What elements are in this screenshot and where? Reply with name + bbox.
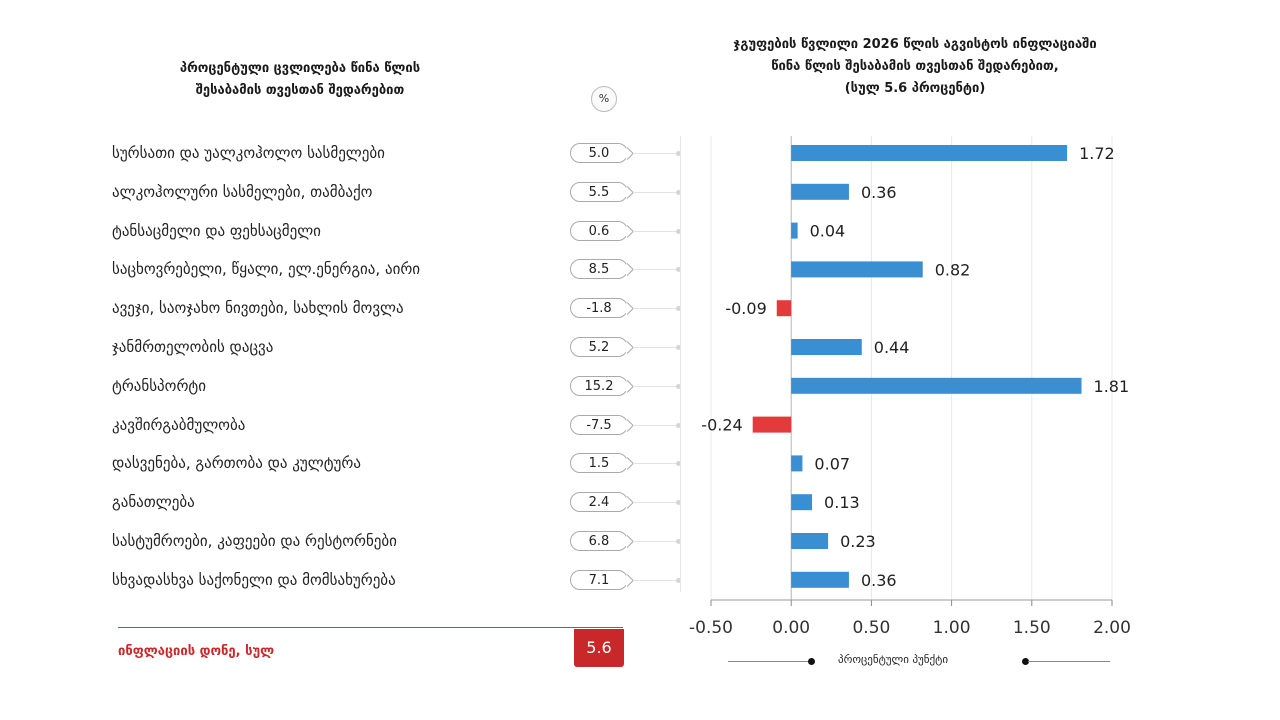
bar-value-label: 1.72 — [1079, 144, 1115, 163]
bar-value-label: 0.82 — [935, 260, 971, 279]
row-connector-dot — [676, 500, 681, 506]
row-connector — [633, 424, 679, 426]
x-tick-label: 0.50 — [852, 618, 890, 638]
bar — [791, 494, 813, 511]
category-label: კავშირგაბმულობა — [112, 415, 246, 434]
row-connector — [633, 385, 679, 387]
yoy-change-pill: 6.8 — [570, 531, 628, 551]
category-label: ალკოჰოლური სასმელები, თამბაქო — [112, 182, 373, 201]
legend-dot-left — [808, 658, 815, 665]
category-label: საცხოვრებელი, წყალი, ელ.ენერგია, აირი — [112, 260, 421, 279]
bar-value-label: 0.04 — [810, 222, 846, 241]
row-connector-dot — [676, 345, 681, 350]
connector-vertical-line — [680, 136, 681, 592]
legend-line-left — [728, 661, 810, 662]
row-connector — [633, 153, 679, 154]
bar — [791, 533, 829, 549]
bar-value-label: -0.24 — [701, 416, 742, 435]
row-connector — [633, 191, 679, 193]
bar — [791, 455, 803, 472]
row-connector-dot — [676, 539, 681, 544]
bar-value-label: -0.09 — [725, 299, 766, 318]
bar-value-label: 0.36 — [861, 571, 897, 590]
x-tick-label: 1.50 — [1013, 618, 1051, 638]
row-connector-dot — [676, 189, 681, 195]
row-connector — [633, 463, 679, 465]
row-connector — [633, 541, 679, 542]
yoy-change-pill: 5.2 — [570, 337, 628, 357]
total-inflation-label: ინფლაციის დონე, სულ — [118, 644, 275, 659]
bar — [791, 377, 1082, 394]
bar-value-label: 1.81 — [1094, 377, 1130, 396]
category-label: სურსათი და უალკოჰოლო სასმელები — [112, 144, 385, 162]
row-connector — [633, 269, 679, 271]
total-inflation-value: 5.6 — [574, 629, 624, 667]
category-label: სხვადასხვა საქონელი და მომსახურება — [112, 570, 396, 589]
row-connector-dot — [676, 461, 681, 467]
row-connector-dot — [676, 306, 681, 312]
percent-unit-badge: % — [591, 86, 617, 112]
x-tick-label: 0.00 — [772, 618, 810, 638]
bar — [791, 339, 862, 355]
total-divider — [118, 627, 623, 628]
row-connector-dot — [676, 383, 681, 389]
chart-title-line2: წინა წლის შესაბამის თვესთან შედარებით, — [771, 59, 1059, 74]
chart-title-line3: (სულ 5.6 პროცენტი) — [844, 81, 986, 96]
row-connector-dot — [676, 228, 681, 234]
chart-title-line1: ჯგუფების წვლილი 2026 წლის აგვისტოს ინფლა… — [733, 37, 1097, 52]
chart-title: ჯგუფების წვლილი 2026 წლის აგვისტოს ინფლა… — [650, 34, 1180, 100]
yoy-change-pill: 15.2 — [570, 375, 628, 396]
left-panel-title: პროცენტული ცვლილება წინა წლის შესაბამის … — [110, 58, 490, 102]
category-label: ტანსაცმელი და ფეხსაცმელი — [112, 221, 321, 240]
yoy-change-pill: -7.5 — [570, 414, 628, 435]
x-tick-label: 2.00 — [1093, 618, 1131, 638]
x-tick-label: 1.00 — [933, 618, 971, 638]
row-connector — [633, 579, 679, 581]
category-label: სასტუმროები, კაფეები და რესტორნები — [112, 532, 397, 550]
yoy-change-pill: 7.1 — [570, 569, 628, 590]
category-label: ავეჯი, საოჯახო ნივთები, სახლის მოვლა — [112, 299, 404, 318]
left-title-line1: პროცენტული ცვლილება წინა წლის — [179, 61, 421, 76]
category-label: განათლება — [112, 493, 195, 512]
bar — [791, 571, 849, 588]
yoy-change-pill: 1.5 — [570, 453, 628, 474]
bar — [791, 222, 798, 239]
bar — [791, 145, 1068, 161]
category-label: დასვენება, გართობა და კულტურა — [112, 454, 361, 473]
x-tick-label: -0.50 — [689, 618, 733, 638]
bar — [791, 261, 923, 278]
yoy-change-pill: 8.5 — [570, 259, 628, 280]
bar — [791, 183, 849, 200]
yoy-change-pill: 0.6 — [570, 220, 628, 241]
category-label: ჯანმრთელობის დაცვა — [112, 338, 274, 356]
row-connector — [633, 502, 679, 504]
bar-value-label: 0.07 — [814, 454, 850, 473]
legend-dot-right — [1022, 658, 1029, 665]
yoy-change-pill: -1.8 — [570, 298, 628, 319]
row-connector-dot — [676, 577, 681, 583]
bar-value-label: 0.23 — [840, 532, 876, 551]
left-title-line2: შესაბამის თვესთან შედარებით — [195, 83, 405, 98]
row-connector — [633, 230, 679, 232]
row-connector-dot — [676, 422, 681, 428]
bar — [776, 300, 792, 317]
bar-value-label: 0.44 — [874, 338, 910, 357]
legend-line-right — [1028, 661, 1110, 662]
row-connector — [633, 308, 679, 310]
bar-value-label: 0.13 — [824, 493, 860, 512]
category-label: ტრანსპორტი — [112, 376, 206, 395]
row-connector-dot — [676, 267, 681, 273]
bar-value-label: 0.36 — [861, 183, 897, 202]
x-axis-label: პროცენტული პუნქტი — [838, 653, 949, 666]
yoy-change-pill: 5.0 — [570, 143, 628, 163]
yoy-change-pill: 5.5 — [570, 181, 628, 202]
bar — [752, 416, 792, 433]
row-connector-dot — [676, 151, 681, 156]
yoy-change-pill: 2.4 — [570, 492, 628, 513]
row-connector — [633, 347, 679, 348]
